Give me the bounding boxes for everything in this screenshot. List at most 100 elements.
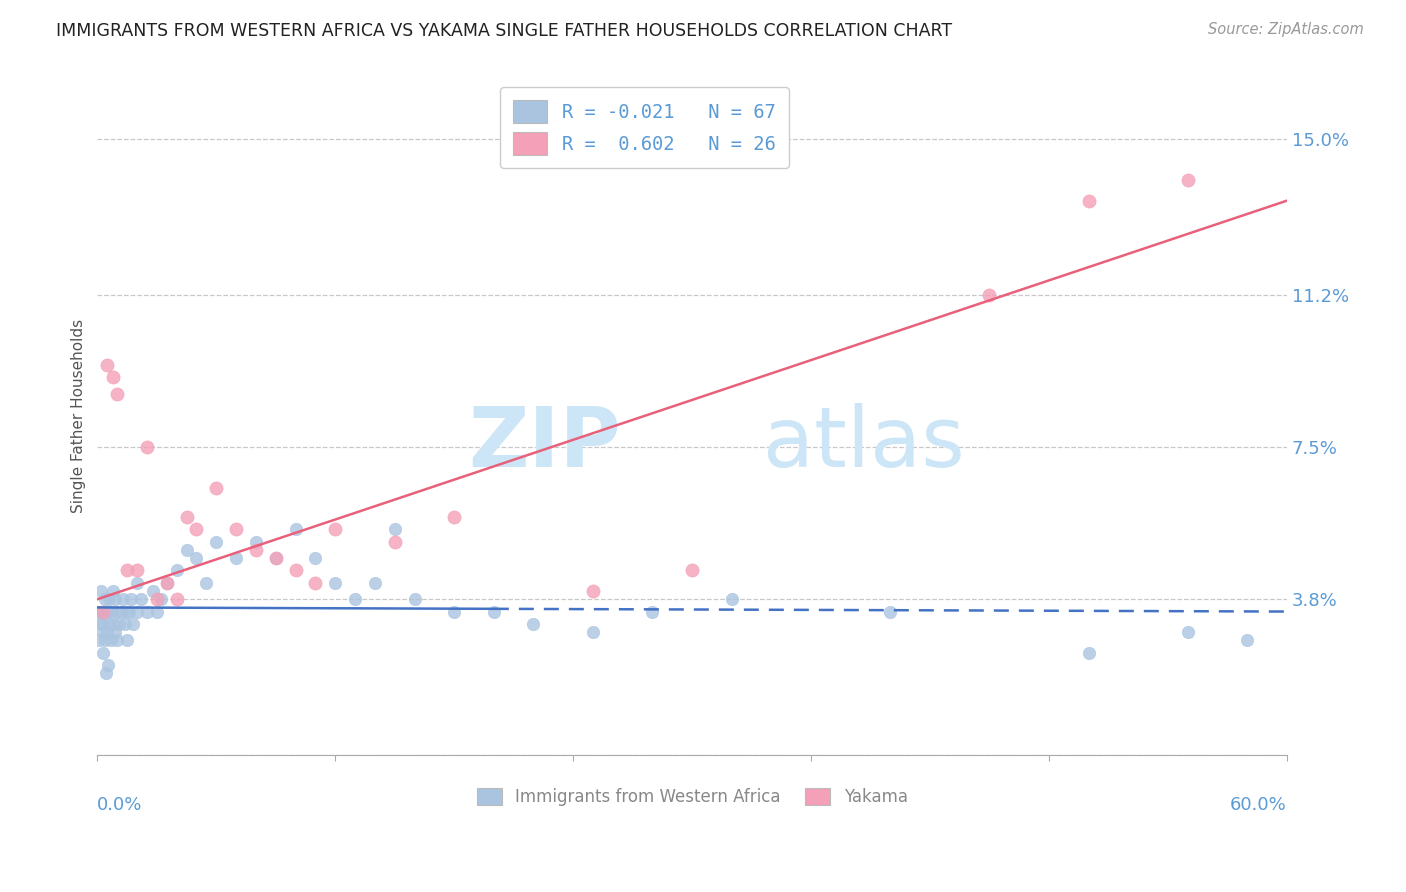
Point [125, 575, 148, 590]
Point [195, 575, 218, 590]
Point [100, 605, 122, 619]
Point [90, 616, 112, 631]
Point [149, 592, 172, 607]
Point [720, 592, 742, 607]
Y-axis label: Single Father Households: Single Father Households [72, 319, 86, 514]
Point [125, 605, 148, 619]
Point [125, 564, 148, 578]
Point [142, 584, 165, 599]
Text: IMMIGRANTS FROM WESTERN AFRICA VS YAKAMA SINGLE FATHER HOUSEHOLDS CORRELATION CH: IMMIGRANTS FROM WESTERN AFRICA VS YAKAMA… [56, 22, 952, 40]
Point [364, 575, 387, 590]
Point [166, 592, 188, 607]
Point [205, 534, 228, 549]
Point [91, 646, 114, 660]
Text: 0.0%: 0.0% [97, 796, 143, 814]
Point [96, 666, 118, 681]
Point [176, 543, 198, 558]
Point [105, 633, 128, 648]
Point [225, 551, 247, 566]
Point [103, 616, 125, 631]
Point [1236, 633, 1258, 648]
Point [166, 564, 188, 578]
Point [186, 551, 208, 566]
Point [112, 592, 135, 607]
Point [264, 551, 287, 566]
Text: ZIP: ZIP [468, 403, 620, 484]
Point [323, 575, 346, 590]
Point [135, 605, 157, 619]
Point [115, 633, 138, 648]
Point [91, 616, 114, 631]
Point [156, 575, 179, 590]
Point [284, 564, 307, 578]
Point [245, 534, 267, 549]
Point [879, 605, 901, 619]
Point [120, 592, 142, 607]
Point [641, 605, 664, 619]
Point [146, 592, 169, 607]
Point [1177, 173, 1199, 187]
Legend: R = -0.021   N = 67, R =  0.602   N = 26: R = -0.021 N = 67, R = 0.602 N = 26 [501, 87, 789, 169]
Point [104, 625, 127, 640]
Point [108, 616, 131, 631]
Point [98, 616, 121, 631]
Point [264, 551, 287, 566]
Point [176, 510, 198, 524]
Point [225, 522, 247, 536]
Point [284, 522, 307, 536]
Point [110, 605, 132, 619]
Point [404, 592, 426, 607]
Point [96, 358, 118, 372]
Point [304, 575, 326, 590]
Point [91, 605, 114, 619]
Point [384, 534, 406, 549]
Text: 60.0%: 60.0% [1230, 796, 1286, 814]
Point [89, 633, 111, 648]
Point [482, 605, 505, 619]
Point [979, 288, 1001, 302]
Point [103, 584, 125, 599]
Point [443, 510, 465, 524]
Point [89, 605, 111, 619]
Point [384, 522, 406, 536]
Point [122, 616, 145, 631]
Point [105, 605, 128, 619]
Point [186, 522, 208, 536]
Point [1177, 625, 1199, 640]
Point [89, 605, 111, 619]
Point [582, 584, 605, 599]
Point [522, 616, 544, 631]
Point [1077, 194, 1099, 208]
Point [94, 592, 117, 607]
Point [100, 633, 122, 648]
Point [156, 575, 179, 590]
Point [582, 625, 605, 640]
Point [323, 522, 346, 536]
Point [129, 592, 152, 607]
Point [98, 592, 121, 607]
Point [344, 592, 367, 607]
Point [114, 616, 136, 631]
Point [115, 605, 138, 619]
Point [96, 605, 118, 619]
Point [96, 625, 118, 640]
Point [304, 551, 326, 566]
Point [91, 605, 114, 619]
Point [91, 625, 114, 640]
Text: atlas: atlas [763, 403, 965, 484]
Point [94, 633, 117, 648]
Point [681, 564, 703, 578]
Point [205, 481, 228, 495]
Text: Source: ZipAtlas.com: Source: ZipAtlas.com [1208, 22, 1364, 37]
Point [1077, 646, 1099, 660]
Point [135, 440, 157, 454]
Point [104, 592, 127, 607]
Point [115, 564, 138, 578]
Point [105, 386, 128, 401]
Point [443, 605, 465, 619]
Point [146, 605, 169, 619]
Point [118, 605, 141, 619]
Point [245, 543, 267, 558]
Point [90, 584, 112, 599]
Point [103, 370, 125, 384]
